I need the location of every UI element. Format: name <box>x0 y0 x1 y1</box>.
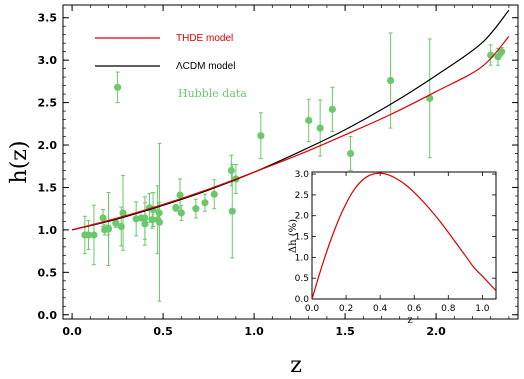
hubble-data-point <box>494 53 502 61</box>
hubble-data-point <box>257 132 265 140</box>
x-tick-label: 1.0 <box>244 325 264 338</box>
inset-y-tick-labels: 0.0 0.5 1.0 1.5 2.0 2.5 3.0 <box>295 170 310 305</box>
inset-plot-frame <box>311 171 497 300</box>
x-tick-labels: 0.0 0.5 1.0 1.5 2.0 <box>62 325 446 338</box>
hubble-data-point <box>141 220 149 228</box>
inset-x-tick-label: 0.0 <box>305 304 320 314</box>
main-axis-ticks <box>63 5 518 319</box>
hubble-data-point <box>90 231 98 239</box>
lcdm-model-line <box>71 9 510 231</box>
hubble-data-point <box>192 205 200 213</box>
inset-chart: 0.0 0.5 1.0 1.5 2.0 2.5 3.0 0.0 0.2 0.4 0.6 0.8 1.0… <box>288 170 497 326</box>
x-tick-label: 0.0 <box>62 325 82 338</box>
hubble-data-point <box>498 48 506 56</box>
inset-axis-ticks <box>311 172 496 300</box>
inset-x-tick-label: 0.6 <box>407 304 422 314</box>
hubble-data-point <box>104 225 113 233</box>
hubble-data-point <box>328 105 336 113</box>
inset-y-tick-label: 1.0 <box>295 253 310 263</box>
inset-y-tick-label: 0.5 <box>295 274 309 284</box>
hubble-data-point <box>99 214 107 222</box>
hubble-data-point <box>210 190 218 198</box>
hubble-data-point <box>305 116 313 125</box>
hubble-data-point <box>117 222 125 231</box>
x-tick-label: 1.5 <box>335 325 355 338</box>
y-tick-label: 0.0 <box>38 309 58 322</box>
hubble-data-point <box>155 218 164 226</box>
hubble-data-point <box>426 94 434 102</box>
hubble-data-point <box>387 76 395 85</box>
inset-delta-h-line <box>311 172 497 300</box>
inset-x-tick-labels: 0.0 0.2 0.4 0.6 0.8 1.0 <box>305 304 490 314</box>
inset-y-tick-label: 1.5 <box>295 233 309 243</box>
hubble-data-point <box>172 204 180 212</box>
hubble-data-point <box>84 231 93 239</box>
hubble-data-point <box>114 83 122 91</box>
hubble-data-point <box>316 124 324 132</box>
x-tick-label: 2.0 <box>426 325 446 338</box>
y-tick-label: 1.0 <box>38 224 58 237</box>
y-tick-label: 3.0 <box>38 54 58 67</box>
inset-y-tick-label: 0.0 <box>295 295 310 305</box>
hubble-data-point <box>227 166 235 175</box>
y-tick-label: 2.5 <box>38 97 58 110</box>
y-axis-label: h(z) <box>7 141 32 184</box>
hubble-data-point <box>346 149 355 158</box>
y-tick-label: 3.5 <box>38 12 58 25</box>
legend-lcdm-label: ΛCDM model <box>176 61 235 72</box>
hubble-data-point <box>201 199 209 207</box>
inset-y-tick-label: 2.0 <box>295 212 310 222</box>
y-tick-label: 2.0 <box>38 139 58 152</box>
inset-y-tick-label: 3.0 <box>295 170 310 180</box>
inset-x-tick-label: 0.4 <box>373 304 388 314</box>
thde-model-line <box>71 36 510 231</box>
inset-x-tick-label: 0.8 <box>441 304 456 314</box>
legend-hubble-label: Hubble data <box>178 87 247 100</box>
hubble-data-point <box>119 209 127 217</box>
legend-thde-label: THDE model <box>176 33 233 44</box>
inset-x-axis-label: z <box>407 315 412 326</box>
hubble-data-point <box>176 191 184 199</box>
y-tick-label: 0.5 <box>38 266 58 279</box>
inset-y-axis-label: Δh (%) <box>288 219 299 253</box>
hubble-data-point <box>112 219 120 227</box>
hubble-data-point <box>177 209 185 217</box>
y-tick-label: 1.5 <box>38 181 58 194</box>
inset-x-tick-label: 1.0 <box>475 304 490 314</box>
inset-x-tick-label: 0.2 <box>339 304 353 314</box>
hubble-data-point <box>148 216 156 224</box>
inset-y-tick-label: 2.5 <box>295 191 309 201</box>
y-tick-labels: 0.0 0.5 1.0 1.5 2.0 2.5 3.0 3.5 <box>38 12 58 322</box>
x-tick-label: 0.5 <box>153 325 173 338</box>
legend: THDE model ΛCDM model Hubble data <box>95 33 247 100</box>
x-axis-label: z <box>290 353 302 378</box>
hubble-data-point <box>228 207 236 215</box>
